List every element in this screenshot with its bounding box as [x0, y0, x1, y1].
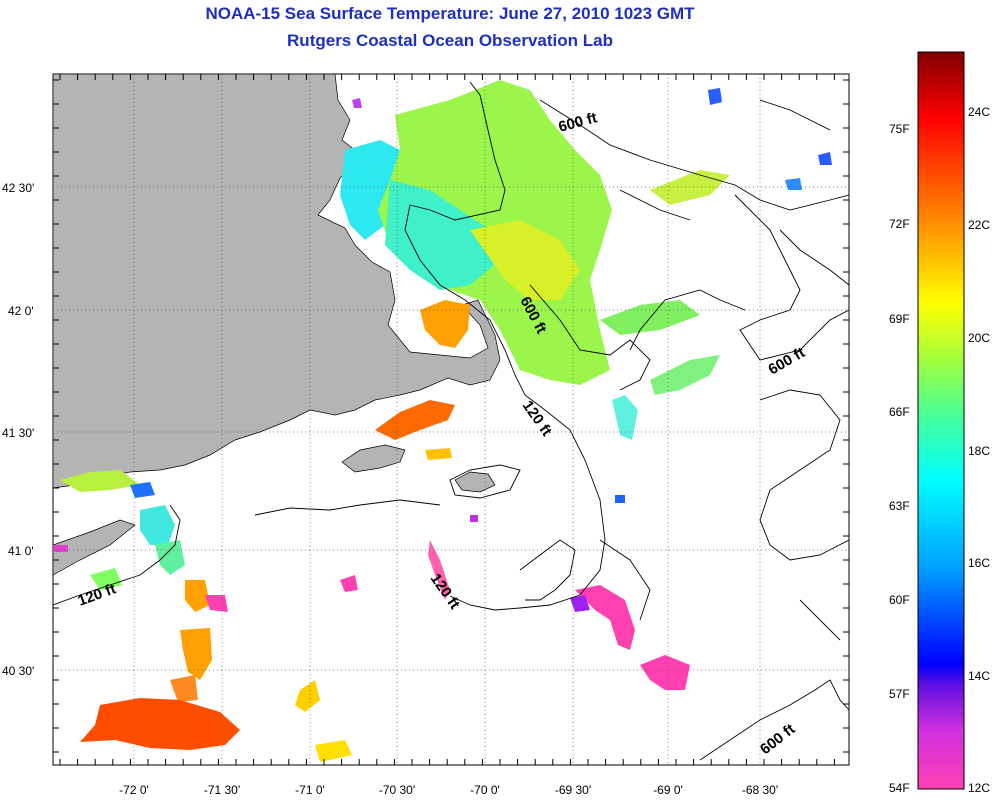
land-long-island — [53, 519, 136, 576]
cb-f-label: 72F — [889, 217, 910, 231]
colorbar-gradient — [917, 51, 965, 790]
lat-label: 42 0' — [8, 304, 34, 318]
cb-c-label: 14C — [968, 669, 990, 683]
lon-label: -70 30' — [379, 783, 415, 797]
lat-label: 41 0' — [8, 544, 34, 558]
lon-label: -69 0' — [653, 783, 683, 797]
cb-c-label: 18C — [968, 444, 990, 458]
cb-f-label: 60F — [889, 593, 910, 607]
lat-label: 42 30' — [2, 181, 34, 195]
colorbar-fahrenheit-labels: 75F 72F 69F 66F 63F 60F 57F 54F — [889, 122, 910, 795]
cb-c-label: 24C — [968, 105, 990, 119]
lon-label: -71 0' — [295, 783, 325, 797]
bathymetry-contours — [53, 81, 849, 761]
lon-label: -72 0' — [119, 783, 149, 797]
lat-label: 40 30' — [2, 664, 34, 678]
land-marthas-vineyard — [341, 444, 406, 473]
longitude-labels: -72 0' -71 30' -71 0' -70 30' -70 0' -69… — [119, 783, 778, 797]
cb-c-label: 12C — [968, 781, 990, 795]
sst-patches — [53, 80, 832, 762]
land-nantucket — [454, 471, 496, 493]
lon-label: -69 30' — [555, 783, 591, 797]
lon-label: -68 30' — [742, 783, 778, 797]
colorbar: 75F 72F 69F 66F 63F 60F 57F 54F 24C 22C … — [889, 51, 990, 795]
lat-label: 41 30' — [2, 426, 34, 440]
graticule — [53, 74, 849, 765]
latitude-labels: 42 30' 42 0' 41 30' 41 0' 40 30' — [2, 181, 34, 678]
cb-f-label: 57F — [889, 687, 910, 701]
cb-f-label: 54F — [889, 781, 910, 795]
land-new-england — [53, 74, 501, 489]
lon-label: -70 0' — [470, 783, 500, 797]
cb-c-label: 16C — [968, 556, 990, 570]
cb-f-label: 75F — [889, 122, 910, 136]
cb-f-label: 63F — [889, 499, 910, 513]
cb-c-label: 22C — [968, 218, 990, 232]
map-subtitle: Rutgers Coastal Ocean Observation Lab — [287, 31, 613, 50]
cb-c-label: 20C — [968, 331, 990, 345]
cb-f-label: 66F — [889, 405, 910, 419]
frame-ticks — [53, 74, 849, 765]
colorbar-celsius-labels: 24C 22C 20C 18C 16C 14C 12C — [968, 105, 990, 795]
lon-label: -71 30' — [204, 783, 240, 797]
cb-f-label: 69F — [889, 312, 910, 326]
map-title: NOAA-15 Sea Surface Temperature: June 27… — [205, 4, 695, 23]
